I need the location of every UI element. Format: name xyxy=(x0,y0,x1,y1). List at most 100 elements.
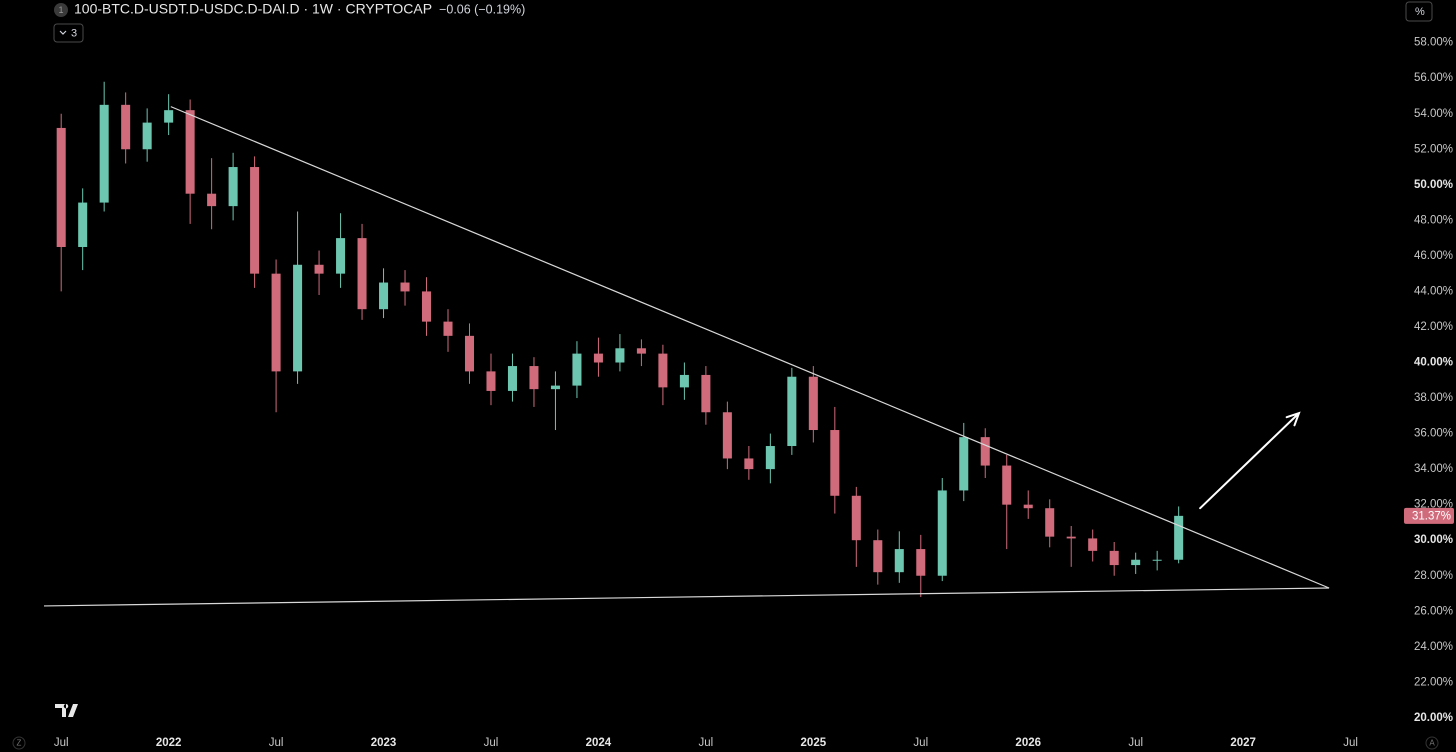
candle-body xyxy=(164,110,174,123)
pane-index: 1 xyxy=(58,5,63,15)
candle-body xyxy=(636,348,646,354)
candle-body xyxy=(228,167,238,207)
tradingview-logo xyxy=(55,704,78,717)
candle-body xyxy=(722,412,732,459)
candle-body xyxy=(658,353,668,388)
candle-body xyxy=(851,495,861,541)
candle-body xyxy=(615,348,625,363)
candle-body xyxy=(808,376,818,431)
candle-body xyxy=(185,110,195,194)
indicators-toggle[interactable] xyxy=(53,23,84,43)
candle-body xyxy=(486,371,496,391)
y-tick-label: 54.00% xyxy=(1414,108,1453,120)
candle-body xyxy=(679,374,689,388)
candle-body xyxy=(894,549,904,573)
candle-body xyxy=(78,202,88,247)
candle-body xyxy=(937,490,947,576)
z-label: Z xyxy=(17,739,22,748)
y-tick-label: 32.00% xyxy=(1414,499,1453,511)
candle-body xyxy=(550,385,560,390)
y-tick-label: 52.00% xyxy=(1414,143,1453,155)
candle-body xyxy=(464,335,475,372)
trendline xyxy=(170,106,1330,589)
candle-body xyxy=(1002,465,1012,505)
candle-body xyxy=(99,104,109,203)
price-change: −0.06 (−0.19%) xyxy=(439,2,525,16)
x-tick-label: 2025 xyxy=(801,737,827,749)
y-tick-label: 28.00% xyxy=(1414,570,1453,582)
x-tick-label: 2024 xyxy=(586,737,612,749)
y-tick-label: 20.00% xyxy=(1414,712,1453,724)
candle-body xyxy=(744,458,754,470)
scale-mode: % xyxy=(1415,6,1425,18)
candle-body xyxy=(873,540,883,573)
candle-body xyxy=(507,366,517,391)
y-tick-label: 26.00% xyxy=(1414,605,1453,617)
candle-body xyxy=(830,430,840,496)
y-tick-label: 44.00% xyxy=(1414,285,1453,297)
x-tick-label: Jul xyxy=(269,737,284,749)
candle-body xyxy=(271,273,281,372)
last-price-tag xyxy=(1404,507,1454,524)
candle-body xyxy=(529,366,539,390)
candle-body xyxy=(293,264,303,372)
candle-body xyxy=(336,238,346,274)
auto-scale-label: A xyxy=(1429,739,1435,748)
y-tick-label: 50.00% xyxy=(1414,179,1453,191)
chart-title: 100-BTC.D-USDT.D-USDC.D-DAI.D · 1W · CRY… xyxy=(74,1,432,17)
candle-body xyxy=(1174,515,1184,560)
x-tick-label: Jul xyxy=(1128,737,1143,749)
last-price-label: 31.37% xyxy=(1412,510,1451,522)
y-tick-label: 30.00% xyxy=(1414,534,1453,546)
candle-body xyxy=(1023,504,1033,509)
candle-body xyxy=(572,353,582,386)
candle-body xyxy=(400,282,410,292)
candle-body xyxy=(916,549,926,576)
candle-body xyxy=(1066,536,1076,539)
x-tick-label: 2027 xyxy=(1230,737,1256,749)
y-tick-label: 48.00% xyxy=(1414,214,1453,226)
x-tick-label: 2026 xyxy=(1015,737,1041,749)
y-tick-label: 58.00% xyxy=(1414,37,1453,49)
y-tick-label: 46.00% xyxy=(1414,250,1453,262)
y-tick-label: 38.00% xyxy=(1414,392,1453,404)
y-tick-label: 40.00% xyxy=(1414,357,1453,369)
y-tick-label: 42.00% xyxy=(1414,321,1453,333)
arrow xyxy=(1199,411,1301,510)
y-tick-label: 56.00% xyxy=(1414,72,1453,84)
y-tick-label: 24.00% xyxy=(1414,641,1453,653)
candle-body xyxy=(980,437,990,466)
chevron-icon xyxy=(59,30,67,35)
z-button[interactable] xyxy=(12,736,26,750)
x-tick-label: Jul xyxy=(484,737,499,749)
candle-body xyxy=(765,446,775,470)
x-tick-label: Jul xyxy=(1343,737,1358,749)
candle-body xyxy=(443,321,453,336)
candle-body xyxy=(959,437,969,491)
candle-body xyxy=(701,374,711,413)
candle-body xyxy=(250,167,260,274)
candle-body xyxy=(379,282,389,310)
y-tick-label: 22.00% xyxy=(1414,676,1453,688)
candle-body xyxy=(142,122,152,150)
x-tick-label: 2023 xyxy=(371,737,397,749)
x-tick-label: Jul xyxy=(54,737,69,749)
x-tick-label: Jul xyxy=(699,737,714,749)
candle-body xyxy=(1152,559,1162,561)
candle-body xyxy=(1088,538,1098,551)
auto-scale-button[interactable] xyxy=(1425,736,1439,750)
indicator-count: 3 xyxy=(71,27,77,39)
scale-mode-button[interactable] xyxy=(1405,1,1433,22)
candle-body xyxy=(1109,550,1119,566)
candle-body xyxy=(207,193,217,207)
trendline xyxy=(43,587,1330,607)
candle-body xyxy=(1045,508,1055,537)
candle-body xyxy=(1131,559,1141,566)
candle-body xyxy=(787,376,797,447)
candle-body xyxy=(121,104,131,150)
y-tick-label: 36.00% xyxy=(1414,428,1453,440)
candle-body xyxy=(422,291,432,322)
y-tick-label: 34.00% xyxy=(1414,463,1453,475)
x-tick-label: Jul xyxy=(913,737,928,749)
